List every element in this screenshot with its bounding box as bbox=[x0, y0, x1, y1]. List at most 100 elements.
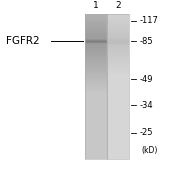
Bar bbox=[107, 120, 129, 121]
Bar bbox=[85, 137, 107, 138]
Bar bbox=[107, 92, 129, 94]
Bar bbox=[85, 43, 107, 44]
Bar bbox=[107, 25, 129, 26]
Bar bbox=[107, 144, 129, 145]
Bar bbox=[107, 72, 129, 73]
Bar bbox=[107, 73, 129, 74]
Bar bbox=[107, 52, 129, 54]
Bar bbox=[85, 67, 107, 68]
Bar bbox=[85, 43, 107, 44]
Bar bbox=[85, 97, 107, 98]
Bar bbox=[85, 91, 107, 92]
Bar bbox=[85, 122, 107, 124]
Bar bbox=[85, 81, 107, 83]
Bar bbox=[85, 153, 107, 154]
Bar bbox=[107, 125, 129, 126]
Bar bbox=[85, 92, 107, 94]
Bar bbox=[107, 61, 129, 62]
Bar bbox=[107, 40, 129, 41]
Bar bbox=[107, 80, 129, 82]
Bar bbox=[85, 148, 107, 149]
Bar bbox=[107, 85, 129, 86]
Bar bbox=[107, 136, 129, 137]
Bar bbox=[107, 26, 129, 27]
Bar bbox=[85, 134, 107, 136]
Bar bbox=[107, 93, 129, 95]
Bar bbox=[107, 16, 129, 17]
Bar bbox=[107, 45, 129, 46]
Bar bbox=[107, 139, 129, 141]
Bar bbox=[85, 40, 107, 42]
Bar bbox=[107, 71, 129, 72]
Bar bbox=[85, 143, 107, 144]
Bar bbox=[85, 42, 107, 43]
Bar bbox=[85, 156, 107, 158]
Bar bbox=[85, 30, 107, 31]
Bar bbox=[107, 40, 129, 42]
Bar bbox=[85, 55, 107, 56]
Bar bbox=[107, 148, 129, 149]
Bar bbox=[107, 102, 129, 103]
Bar bbox=[85, 74, 107, 75]
Bar bbox=[107, 134, 129, 136]
Bar bbox=[107, 83, 129, 84]
Bar bbox=[107, 141, 129, 142]
Bar bbox=[85, 118, 107, 119]
Bar bbox=[85, 14, 107, 15]
Bar bbox=[107, 64, 129, 66]
Bar bbox=[85, 85, 107, 86]
Bar bbox=[85, 19, 107, 20]
Bar bbox=[85, 51, 107, 53]
Bar bbox=[107, 39, 129, 40]
Text: 2: 2 bbox=[115, 1, 121, 10]
Bar bbox=[85, 22, 107, 24]
Bar bbox=[107, 54, 129, 55]
Bar bbox=[107, 49, 129, 50]
Bar bbox=[85, 110, 107, 112]
Bar bbox=[85, 73, 107, 74]
Bar bbox=[107, 113, 129, 114]
Bar bbox=[85, 105, 107, 107]
Bar bbox=[107, 22, 129, 24]
Bar bbox=[85, 89, 107, 90]
Bar bbox=[85, 132, 107, 133]
Text: -25: -25 bbox=[140, 128, 154, 137]
Bar bbox=[85, 39, 107, 40]
Bar bbox=[85, 100, 107, 101]
Bar bbox=[107, 50, 129, 51]
Bar bbox=[85, 49, 107, 50]
Bar bbox=[107, 150, 129, 151]
Bar bbox=[85, 41, 107, 42]
Bar bbox=[85, 39, 107, 40]
Bar bbox=[85, 96, 107, 97]
Text: 1: 1 bbox=[93, 1, 99, 10]
Bar bbox=[85, 38, 107, 39]
Bar bbox=[107, 46, 129, 48]
Bar bbox=[107, 95, 129, 96]
Bar bbox=[85, 98, 107, 100]
Bar bbox=[107, 98, 129, 100]
Bar bbox=[107, 39, 129, 40]
Bar bbox=[85, 34, 107, 36]
Bar bbox=[85, 25, 107, 26]
Bar bbox=[107, 14, 129, 15]
Bar bbox=[107, 114, 129, 115]
Bar bbox=[107, 20, 129, 21]
Bar bbox=[85, 42, 107, 43]
Bar bbox=[107, 34, 129, 36]
Bar bbox=[85, 95, 107, 96]
Bar bbox=[85, 35, 107, 37]
Bar bbox=[107, 48, 129, 49]
Bar bbox=[85, 20, 107, 21]
Bar bbox=[107, 116, 129, 118]
Bar bbox=[85, 150, 107, 151]
Bar bbox=[85, 15, 107, 16]
Bar bbox=[85, 119, 107, 120]
Bar bbox=[85, 75, 107, 77]
Bar bbox=[85, 125, 107, 126]
Bar bbox=[85, 38, 107, 39]
Bar bbox=[107, 63, 129, 65]
Bar bbox=[107, 68, 129, 69]
Bar bbox=[107, 87, 129, 89]
Bar bbox=[107, 27, 129, 28]
